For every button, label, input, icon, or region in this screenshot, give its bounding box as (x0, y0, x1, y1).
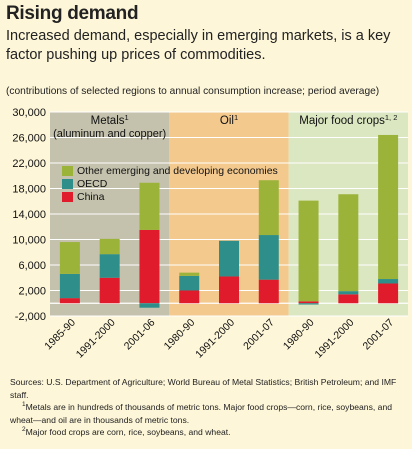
bar-other-3 (179, 272, 200, 276)
bar-oecd-5 (258, 235, 279, 280)
legend-swatch-oecd (62, 179, 73, 189)
x-tick-label-2: 2001-06 (122, 317, 158, 353)
bar-china-7 (338, 294, 359, 304)
y-tick-label-5: 10,000 (12, 235, 46, 247)
x-tick-label-8: 2001-07 (360, 317, 396, 353)
y-tick-label-2: 22,000 (12, 158, 46, 170)
x-tick-label-1: 1991-2000 (74, 317, 118, 361)
panel-label-2: Major food crops1, 2 (299, 113, 397, 127)
footnote-1-mark: 1 (22, 401, 26, 409)
chart-subtitle: Increased demand, especially in emerging… (6, 28, 391, 63)
x-tick-label-6: 1980-90 (281, 317, 317, 353)
panel-label-1: Oil1 (220, 113, 238, 127)
bar-china-5 (258, 279, 279, 304)
footnote-1: 1Metals are in hundreds of thousands of … (10, 401, 406, 426)
panel-label-sup-2: 1, 2 (385, 113, 398, 122)
bar-other-5 (258, 180, 279, 236)
x-tick-label-0: 1985-90 (42, 317, 78, 353)
panel-label-text-0: Metals (91, 115, 125, 127)
bar-china-4 (219, 276, 239, 304)
footnote-2-mark: 2 (22, 426, 26, 434)
panel-label-sup-1: 1 (234, 113, 238, 122)
panel-sublabel-0: (aluminum and copper) (53, 128, 166, 140)
y-axis: 30,000 26,000 22,000 18,000 14,000 10,000 6,00… (12, 108, 46, 323)
y-tick-label-3: 18,000 (12, 184, 46, 196)
panel-label-0: Metals1 (91, 113, 129, 127)
bar-china-1 (99, 277, 120, 304)
chart-title: Rising demand (6, 3, 139, 24)
legend-swatch-other (62, 166, 73, 176)
bar-other-6 (298, 200, 319, 302)
panel-labels: Metals1(aluminum and copper)Oil1 Major fo… (53, 113, 397, 140)
bar-other-7 (338, 194, 359, 292)
sources-line: Sources: U.S. Department of Agriculture;… (10, 377, 397, 400)
bar-china-6 (298, 301, 319, 304)
bar-oecd-6 (298, 303, 319, 305)
bar-oecd-4 (219, 240, 239, 277)
legend-label-other: Other emerging and developing economies (77, 165, 278, 177)
x-tick-label-7: 1991-2000 (312, 317, 356, 361)
bar-oecd-8 (378, 279, 399, 284)
x-tick-label-3: 1980-90 (162, 317, 198, 353)
panel-label-text-1: Oil (220, 115, 234, 127)
bar-china-0 (59, 298, 80, 304)
y-tick-label-8: -2,000 (15, 311, 46, 323)
legend: Other emerging and developing economiesO… (62, 165, 278, 203)
footnote-2-text: Major food crops are corn, rice, soybean… (25, 427, 231, 438)
bar-other-2 (139, 182, 160, 230)
bar-china-2 (139, 229, 160, 304)
legend-swatch-china (62, 192, 73, 202)
legend-label-oecd: OECD (77, 178, 108, 190)
bar-other-8 (378, 134, 399, 280)
legend-label-china: China (77, 191, 105, 203)
bar-oecd-3 (179, 275, 200, 291)
footnote-2: 2Major food crops are corn, rice, soybea… (10, 426, 406, 439)
bar-other-0 (59, 242, 80, 274)
x-tick-label-4: 1991-2000 (193, 317, 237, 361)
sources-block: Sources: U.S. Department of Agriculture;… (10, 376, 406, 439)
bars (59, 134, 399, 308)
bar-oecd-2 (139, 303, 160, 308)
y-tick-label-7: 2,000 (18, 286, 46, 298)
bar-china-8 (378, 283, 399, 304)
stacked-bar-chart: Metals1(aluminum and copper)Oil1 Major fo… (12, 108, 408, 361)
chart-note: (contributions of selected regions to an… (6, 86, 380, 97)
bar-oecd-0 (59, 273, 80, 299)
bar-oecd-1 (99, 254, 120, 278)
panel-label-sup-0: 1 (125, 113, 129, 122)
bar-china-3 (179, 290, 200, 304)
footnote-1-text: Metals are in hundreds of thousands of m… (10, 402, 393, 425)
y-tick-label-1: 26,000 (12, 133, 46, 145)
bar-other-1 (99, 238, 120, 255)
y-tick-label-6: 6,000 (18, 260, 46, 272)
y-tick-label-0: 30,000 (12, 108, 46, 119)
x-tick-label-5: 2001-07 (241, 317, 277, 353)
y-tick-label-4: 14,000 (12, 209, 46, 221)
panel-label-text-2: Major food crops (299, 115, 385, 127)
bar-oecd-7 (338, 291, 359, 295)
